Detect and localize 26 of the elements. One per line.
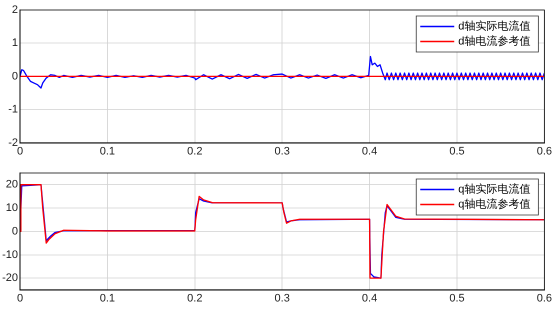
x-tick-label: 0.1: [100, 145, 116, 158]
x-tick-label: 0.2: [187, 145, 202, 158]
x-tick-label: 0.6: [536, 292, 552, 304]
x-tick-label: 0.4: [362, 145, 378, 158]
x-tick-label: 0.5: [449, 145, 465, 158]
legend-label: q轴电流参考值: [458, 198, 530, 211]
x-tick-label: 0.2: [187, 292, 202, 304]
x-tick-label: 0.5: [449, 292, 465, 304]
x-tick-label: 0.4: [362, 292, 378, 304]
legend-label: d轴实际电流值: [458, 20, 530, 33]
y-tick-label: 10: [6, 202, 18, 214]
y-tick-label: 20: [6, 178, 18, 191]
y-tick-label: 1: [12, 37, 18, 50]
y-tick-label: -10: [2, 248, 18, 261]
y-tick-label: 0: [12, 70, 18, 82]
y-tick-label: -20: [2, 272, 18, 284]
x-tick-label: 0.1: [100, 292, 116, 304]
legend-label: q轴实际电流值: [458, 182, 530, 196]
y-tick-label: -1: [8, 104, 18, 116]
y-tick-label: -2: [8, 136, 18, 149]
y-tick-label: 2: [12, 4, 18, 16]
x-tick-label: 0.3: [274, 292, 290, 304]
y-tick-label: 0: [12, 225, 18, 238]
x-tick-label: 0.6: [536, 145, 552, 158]
x-tick-label: 0.3: [274, 145, 290, 158]
legend-label: d轴电流参考值: [458, 34, 530, 48]
